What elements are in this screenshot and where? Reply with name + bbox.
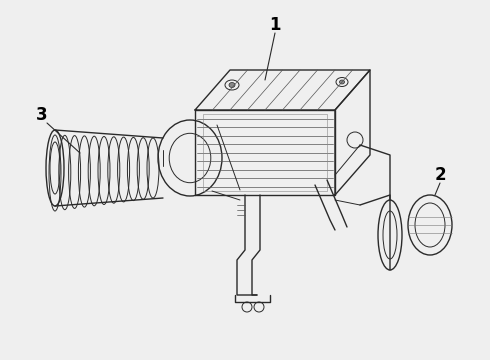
- Text: 2: 2: [434, 166, 446, 184]
- Text: 1: 1: [269, 16, 281, 34]
- Ellipse shape: [340, 80, 344, 84]
- Text: 3: 3: [36, 106, 48, 124]
- Ellipse shape: [229, 82, 235, 87]
